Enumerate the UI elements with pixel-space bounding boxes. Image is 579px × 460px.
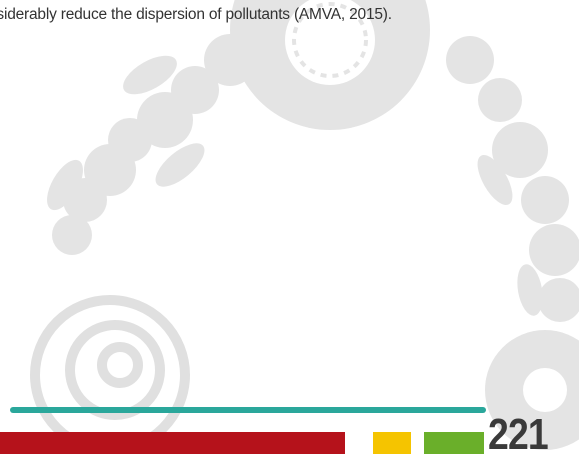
teal-rule — [10, 407, 486, 413]
green-bar — [424, 432, 484, 454]
page: {"body": {"text": "nsiderably reduce the… — [0, 0, 579, 454]
red-bar — [0, 432, 345, 454]
floral-watermark — [0, 0, 579, 454]
yellow-bar — [373, 432, 411, 454]
page-number: 221 — [488, 410, 548, 460]
body-text: nsiderably reduce the dispersion of poll… — [0, 6, 392, 24]
